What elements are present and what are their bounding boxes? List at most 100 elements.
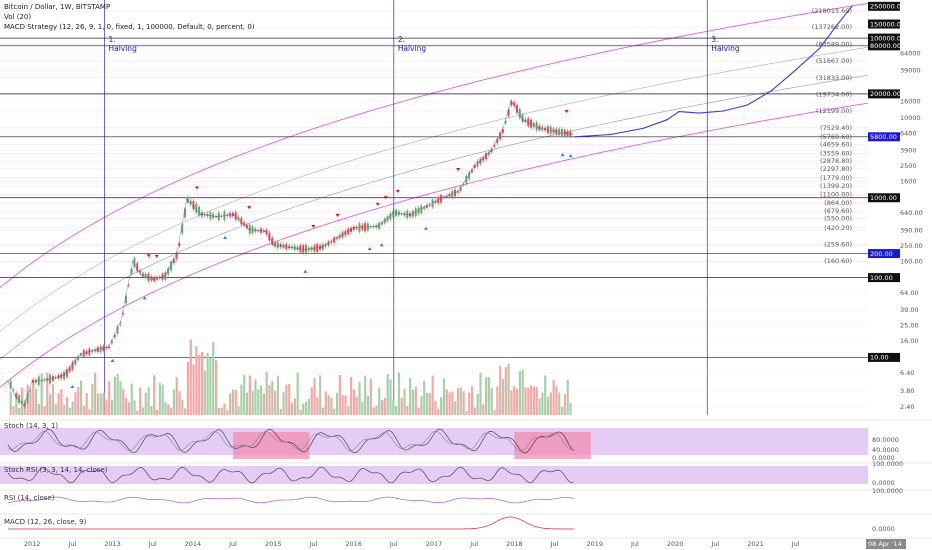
price-level-label: (1100.00) — [820, 190, 852, 198]
candle-body — [347, 228, 350, 235]
x-axis-tick-label: 2019 — [586, 540, 603, 548]
candle-body — [257, 230, 260, 232]
price-point — [119, 320, 122, 323]
volume-bar — [251, 391, 254, 415]
volume-bar — [9, 391, 12, 415]
candle-body — [499, 132, 502, 140]
candle-body — [513, 102, 516, 106]
buy-marker — [568, 154, 573, 158]
rsi-label[interactable]: RSI (14, close) — [4, 494, 55, 502]
stoch-rsi-label[interactable]: Stoch RSI (3, 3, 14, 14, close) — [4, 466, 108, 474]
axis-tick-badge — [868, 41, 900, 51]
x-axis-tick-label: Jul — [791, 540, 800, 548]
axis-tick-badge — [868, 193, 900, 203]
buy-marker — [142, 296, 147, 300]
axis-scale-label: 2500 — [900, 162, 917, 170]
volume-bar — [34, 388, 38, 415]
candle-body — [71, 362, 74, 370]
volume-bar — [414, 386, 417, 415]
candle-body — [141, 272, 144, 278]
volume-bar — [189, 339, 192, 415]
candle-body — [20, 401, 23, 403]
candle-body — [167, 268, 170, 275]
price-level-label: (160.60) — [824, 257, 852, 265]
volume-indicator-label[interactable]: Vol (20) — [4, 13, 32, 21]
volume-bar — [423, 380, 426, 415]
volume-bar — [155, 410, 159, 415]
candle-body — [74, 359, 77, 365]
candle-body — [386, 216, 389, 222]
macd-label[interactable]: MACD (12, 26, close, 9) — [4, 518, 87, 526]
sell-marker — [375, 202, 380, 206]
volume-bar — [153, 375, 156, 415]
volume-bar — [361, 401, 364, 415]
candle-body — [485, 153, 488, 160]
x-axis-tick-label: 2018 — [506, 540, 523, 548]
sell-marker — [154, 254, 159, 258]
volume-bar — [546, 396, 550, 415]
projection-point — [698, 112, 700, 114]
price-point — [192, 204, 194, 207]
volume-bar — [459, 387, 462, 415]
candle-body — [122, 312, 125, 315]
volume-bar — [229, 393, 232, 415]
volume-bar — [116, 373, 119, 415]
price-point — [107, 346, 110, 348]
volume-bar — [220, 407, 223, 415]
candle-body — [181, 224, 184, 234]
volume-bar — [549, 392, 552, 415]
price-point — [510, 99, 512, 102]
volume-bar — [65, 396, 69, 415]
price-point — [489, 150, 492, 153]
candle-body — [527, 118, 530, 127]
candle-body — [15, 393, 18, 398]
x-axis-tick-label: Jul — [309, 540, 318, 548]
volume-bar — [161, 384, 164, 415]
buy-marker — [303, 269, 308, 273]
volume-bar — [88, 409, 91, 415]
strategy-indicator-label[interactable]: MACD Strategy (12, 26, 9, 1, 0, fixed, 1… — [4, 23, 255, 31]
candle-body — [243, 222, 246, 226]
volume-bar — [167, 404, 170, 415]
volume-bar — [237, 406, 240, 415]
axis-tick-label: 5800.00 — [870, 133, 897, 141]
candle-body — [490, 149, 493, 153]
stoch-label[interactable]: Stoch (14, 3, 1) — [4, 422, 59, 430]
volume-bar — [535, 386, 538, 415]
price-level-label: (1779.00) — [820, 174, 852, 182]
volume-bar — [186, 361, 190, 415]
volume-bar — [428, 393, 431, 415]
volume-bar — [119, 381, 122, 415]
candle-body — [108, 346, 111, 348]
volume-bar — [127, 402, 130, 415]
volume-bar — [164, 401, 167, 415]
volume-bar — [504, 367, 507, 415]
volume-bar — [32, 384, 35, 415]
volume-bar — [493, 410, 496, 415]
candle-body — [198, 206, 201, 216]
volume-bar — [369, 378, 372, 415]
volume-bar — [302, 403, 305, 415]
volume-bar — [482, 404, 485, 415]
buy-marker — [560, 153, 565, 157]
volume-bar — [105, 400, 108, 415]
volume-bar — [425, 393, 429, 415]
axis-tick-label: 100000.00 — [870, 34, 905, 42]
price-point — [336, 236, 339, 239]
volume-bar — [133, 400, 136, 415]
candle-body — [462, 184, 465, 186]
volume-bar — [538, 398, 541, 415]
volume-bar — [392, 399, 395, 415]
volume-bar — [40, 373, 43, 415]
channel-upper-curve — [0, 2, 869, 288]
volume-bar — [184, 408, 187, 415]
volume-bar — [206, 352, 209, 415]
volume-bar — [445, 389, 448, 415]
channel-middle-curve — [0, 74, 869, 360]
volume-bar — [77, 386, 80, 415]
axis-scale-label: 3.80 — [900, 387, 914, 395]
volume-bar — [37, 403, 40, 415]
volume-bar — [15, 393, 18, 415]
indicator-band — [0, 428, 868, 455]
